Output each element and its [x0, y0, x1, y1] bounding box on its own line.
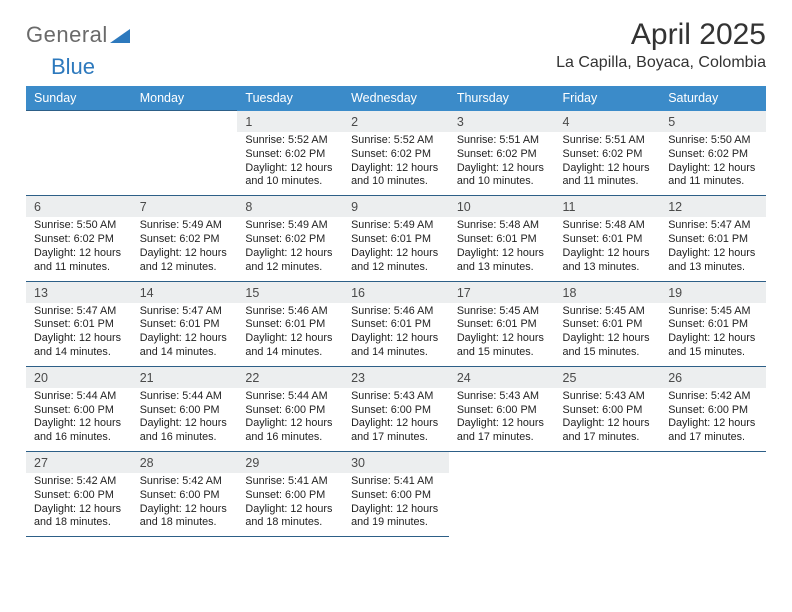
- day-info: Sunrise: 5:43 AMSunset: 6:00 PMDaylight:…: [555, 388, 661, 452]
- day-number: 30: [343, 452, 449, 474]
- day-number: 29: [237, 452, 343, 474]
- day-number: 7: [132, 196, 238, 218]
- day-number: 18: [555, 281, 661, 303]
- day-number: 13: [26, 281, 132, 303]
- empty-cell: [660, 473, 766, 537]
- empty-cell: [132, 132, 238, 196]
- day-info: Sunrise: 5:48 AMSunset: 6:01 PMDaylight:…: [449, 217, 555, 281]
- weekday-header-row: SundayMondayTuesdayWednesdayThursdayFrid…: [26, 86, 766, 111]
- weekday-header: Wednesday: [343, 86, 449, 111]
- day-number: 5: [660, 111, 766, 133]
- day-number: 26: [660, 366, 766, 388]
- empty-cell: [449, 452, 555, 474]
- empty-cell: [132, 111, 238, 133]
- logo-text-1: General: [26, 22, 108, 48]
- day-number: 4: [555, 111, 661, 133]
- day-info: Sunrise: 5:46 AMSunset: 6:01 PMDaylight:…: [343, 303, 449, 367]
- weekday-header: Sunday: [26, 86, 132, 111]
- day-info: Sunrise: 5:43 AMSunset: 6:00 PMDaylight:…: [343, 388, 449, 452]
- logo-text-2: Blue: [51, 54, 95, 79]
- day-info: Sunrise: 5:43 AMSunset: 6:00 PMDaylight:…: [449, 388, 555, 452]
- day-number: 9: [343, 196, 449, 218]
- empty-cell: [26, 111, 132, 133]
- day-number: 25: [555, 366, 661, 388]
- logo-triangle-icon: [110, 27, 130, 43]
- day-info: Sunrise: 5:50 AMSunset: 6:02 PMDaylight:…: [660, 132, 766, 196]
- calendar-table: SundayMondayTuesdayWednesdayThursdayFrid…: [26, 86, 766, 537]
- day-number: 14: [132, 281, 238, 303]
- day-info: Sunrise: 5:50 AMSunset: 6:02 PMDaylight:…: [26, 217, 132, 281]
- day-info: Sunrise: 5:44 AMSunset: 6:00 PMDaylight:…: [132, 388, 238, 452]
- day-number: 22: [237, 366, 343, 388]
- day-number: 24: [449, 366, 555, 388]
- day-info: Sunrise: 5:47 AMSunset: 6:01 PMDaylight:…: [660, 217, 766, 281]
- day-info: Sunrise: 5:41 AMSunset: 6:00 PMDaylight:…: [237, 473, 343, 537]
- weekday-header: Tuesday: [237, 86, 343, 111]
- day-number: 10: [449, 196, 555, 218]
- page-title: April 2025: [556, 18, 766, 52]
- day-info: Sunrise: 5:51 AMSunset: 6:02 PMDaylight:…: [555, 132, 661, 196]
- weekday-header: Friday: [555, 86, 661, 111]
- weekday-header: Monday: [132, 86, 238, 111]
- day-number: 16: [343, 281, 449, 303]
- day-info: Sunrise: 5:45 AMSunset: 6:01 PMDaylight:…: [555, 303, 661, 367]
- empty-cell: [555, 473, 661, 537]
- day-number: 27: [26, 452, 132, 474]
- day-info: Sunrise: 5:47 AMSunset: 6:01 PMDaylight:…: [132, 303, 238, 367]
- weekday-header: Thursday: [449, 86, 555, 111]
- day-info: Sunrise: 5:51 AMSunset: 6:02 PMDaylight:…: [449, 132, 555, 196]
- day-info: Sunrise: 5:52 AMSunset: 6:02 PMDaylight:…: [343, 132, 449, 196]
- day-info: Sunrise: 5:48 AMSunset: 6:01 PMDaylight:…: [555, 217, 661, 281]
- day-number: 19: [660, 281, 766, 303]
- day-number: 1: [237, 111, 343, 133]
- day-number: 6: [26, 196, 132, 218]
- empty-cell: [449, 473, 555, 537]
- day-info: Sunrise: 5:45 AMSunset: 6:01 PMDaylight:…: [449, 303, 555, 367]
- weekday-header: Saturday: [660, 86, 766, 111]
- empty-cell: [555, 452, 661, 474]
- day-number: 21: [132, 366, 238, 388]
- day-info: Sunrise: 5:42 AMSunset: 6:00 PMDaylight:…: [26, 473, 132, 537]
- brand-logo: General: [26, 18, 130, 48]
- day-number: 28: [132, 452, 238, 474]
- day-number: 17: [449, 281, 555, 303]
- day-info: Sunrise: 5:45 AMSunset: 6:01 PMDaylight:…: [660, 303, 766, 367]
- day-number: 11: [555, 196, 661, 218]
- day-number: 2: [343, 111, 449, 133]
- day-number: 12: [660, 196, 766, 218]
- empty-cell: [660, 452, 766, 474]
- day-number: 23: [343, 366, 449, 388]
- day-info: Sunrise: 5:44 AMSunset: 6:00 PMDaylight:…: [237, 388, 343, 452]
- day-info: Sunrise: 5:46 AMSunset: 6:01 PMDaylight:…: [237, 303, 343, 367]
- day-number: 3: [449, 111, 555, 133]
- day-info: Sunrise: 5:49 AMSunset: 6:01 PMDaylight:…: [343, 217, 449, 281]
- day-info: Sunrise: 5:42 AMSunset: 6:00 PMDaylight:…: [132, 473, 238, 537]
- day-number: 8: [237, 196, 343, 218]
- day-number: 15: [237, 281, 343, 303]
- day-info: Sunrise: 5:47 AMSunset: 6:01 PMDaylight:…: [26, 303, 132, 367]
- day-info: Sunrise: 5:41 AMSunset: 6:00 PMDaylight:…: [343, 473, 449, 537]
- day-info: Sunrise: 5:49 AMSunset: 6:02 PMDaylight:…: [132, 217, 238, 281]
- day-number: 20: [26, 366, 132, 388]
- day-info: Sunrise: 5:49 AMSunset: 6:02 PMDaylight:…: [237, 217, 343, 281]
- empty-cell: [26, 132, 132, 196]
- day-info: Sunrise: 5:44 AMSunset: 6:00 PMDaylight:…: [26, 388, 132, 452]
- day-info: Sunrise: 5:52 AMSunset: 6:02 PMDaylight:…: [237, 132, 343, 196]
- day-info: Sunrise: 5:42 AMSunset: 6:00 PMDaylight:…: [660, 388, 766, 452]
